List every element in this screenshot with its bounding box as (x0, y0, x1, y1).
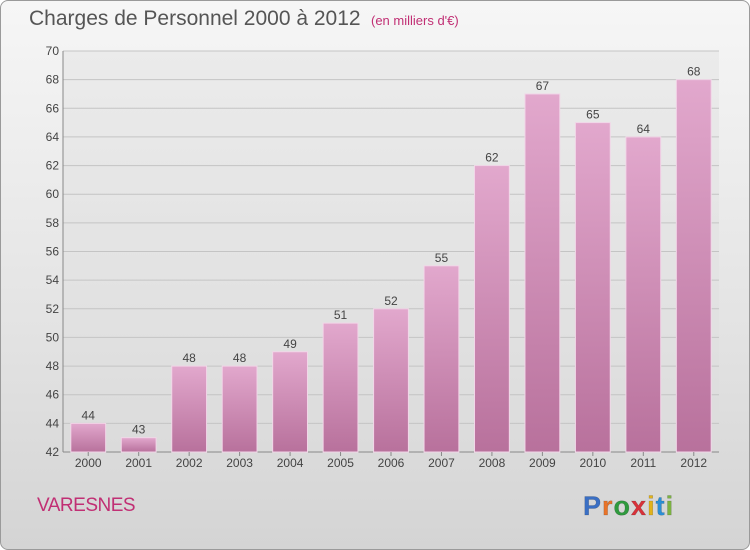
data-label: 55 (435, 251, 449, 265)
data-label: 48 (182, 351, 196, 365)
data-label: 48 (233, 351, 247, 365)
y-tick-label: 66 (46, 101, 60, 115)
chart-title: Charges de Personnel 2000 à 2012 (29, 7, 361, 30)
logo-letter: o (613, 491, 632, 522)
x-tick-label: 2009 (529, 456, 556, 470)
bar (70, 422, 107, 453)
y-tick-label: 70 (46, 44, 60, 58)
data-label: 49 (283, 337, 297, 351)
x-tick-label: 2000 (75, 456, 102, 470)
y-tick-label: 46 (46, 388, 60, 402)
data-label: 65 (586, 108, 600, 122)
x-tick-label: 2001 (125, 456, 152, 470)
bar (373, 308, 409, 453)
bar (171, 365, 208, 453)
logo-letter: x (631, 491, 648, 522)
logo-letter: t (655, 491, 666, 522)
x-tick-label: 2011 (630, 456, 656, 470)
data-label: 51 (334, 308, 348, 322)
x-tick-label: 2005 (327, 456, 354, 470)
y-tick-label: 58 (46, 216, 60, 230)
x-tick-label: 2004 (277, 456, 304, 470)
bar (120, 437, 157, 453)
y-tick-label: 68 (46, 73, 60, 87)
proxiti-logo[interactable]: Proxiti (583, 491, 674, 522)
logo-letter: r (602, 491, 614, 522)
bar (474, 165, 510, 453)
bar (675, 79, 712, 453)
x-tick-label: 2007 (428, 456, 455, 470)
y-tick-label: 54 (46, 273, 60, 287)
bar (272, 351, 308, 453)
chart-subtitle: (en milliers d'€) (371, 13, 459, 28)
x-tick-label: 2003 (226, 456, 253, 470)
y-tick-label: 48 (46, 359, 60, 373)
data-label: 67 (536, 79, 550, 93)
data-label: 68 (687, 65, 701, 79)
y-tick-label: 64 (46, 130, 60, 144)
x-tick-label: 2002 (176, 456, 203, 470)
bar (524, 93, 561, 453)
y-tick-label: 50 (46, 330, 60, 344)
y-tick-label: 60 (46, 187, 60, 201)
data-label: 62 (485, 151, 499, 165)
bar (574, 122, 611, 453)
x-tick-label: 2012 (680, 456, 707, 470)
y-tick-label: 62 (46, 159, 60, 173)
x-tick-label: 2006 (378, 456, 405, 470)
bar (322, 322, 359, 453)
x-tick-label: 2008 (479, 456, 506, 470)
commune-name: VARESNES (37, 495, 136, 516)
data-label: 44 (82, 408, 96, 422)
data-label: 52 (384, 294, 398, 308)
bar (625, 136, 662, 453)
y-tick-label: 56 (46, 245, 60, 259)
y-tick-label: 44 (46, 416, 60, 430)
y-tick-label: 42 (46, 445, 60, 459)
data-label: 64 (637, 122, 651, 136)
data-label: 43 (132, 423, 146, 437)
y-tick-label: 52 (46, 302, 60, 316)
logo-letter: i (647, 491, 656, 522)
bar (221, 365, 258, 453)
bar (423, 265, 460, 453)
x-tick-label: 2010 (579, 456, 606, 470)
logo-letter: P (583, 491, 603, 522)
logo-letter: i (665, 491, 675, 522)
